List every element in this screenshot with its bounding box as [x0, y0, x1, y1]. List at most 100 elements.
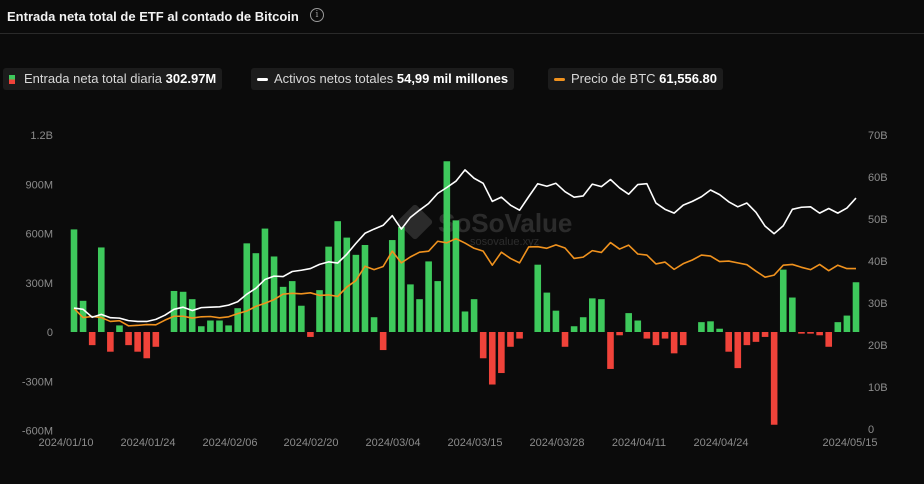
- x-tick-label: 2024/04/11: [612, 437, 666, 449]
- flow-bar: [479, 332, 487, 359]
- left-tick-label: 1.2B: [30, 130, 53, 142]
- x-tick-label: 2024/02/20: [283, 437, 338, 449]
- legend-value: 302.97M: [165, 71, 217, 86]
- flow-bar: [334, 221, 341, 332]
- legend-label: Precio de BTC: [571, 71, 656, 86]
- chart-title: Entrada neta total de ETF al contado de …: [7, 9, 299, 24]
- flow-bar: [807, 332, 814, 334]
- flow-bar: [188, 299, 196, 332]
- flow-bar: [170, 290, 178, 332]
- flow-bar: [307, 332, 314, 337]
- flow-bar: [579, 317, 587, 332]
- flow-bar: [97, 247, 105, 332]
- flow-bar: [743, 332, 751, 346]
- flow-bar: [616, 332, 623, 336]
- bar-swatch-icon: [9, 75, 15, 85]
- bar-series: [70, 161, 860, 425]
- flow-bar: [425, 261, 432, 332]
- flow-bar: [716, 328, 723, 332]
- right-axis: 70B 60B 50B 40B 30B 20B 10B 0: [868, 130, 888, 436]
- flow-bar: [361, 244, 369, 332]
- flow-bar: [343, 237, 351, 332]
- flow-bar: [279, 286, 287, 332]
- flow-bar: [207, 320, 214, 332]
- flow-bar: [679, 332, 687, 346]
- flow-bar: [234, 308, 241, 332]
- left-tick-label: 300M: [25, 278, 53, 290]
- flow-bar: [388, 240, 396, 332]
- flow-bar: [434, 281, 442, 332]
- legend-value: 54,99 mil millones: [396, 71, 509, 86]
- x-tick-label: 2024/04/24: [693, 437, 748, 449]
- x-tick-label: 2024/03/04: [365, 437, 420, 449]
- flow-bar: [134, 332, 141, 352]
- flow-bar: [498, 332, 505, 374]
- flow-bar: [843, 315, 851, 332]
- left-axis: 1.2B 900M 600M 300M 0 -300M -600M: [22, 130, 53, 438]
- flow-bar: [789, 297, 796, 332]
- flow-bar: [798, 332, 805, 334]
- left-tick-label: 600M: [25, 229, 53, 241]
- right-tick-label: 0: [868, 424, 874, 436]
- x-tick-label: 2024/01/24: [120, 437, 175, 449]
- legend-value: 61,556.80: [659, 71, 718, 86]
- x-tick-label: 2024/03/15: [447, 437, 502, 449]
- legend-item-daily-inflow[interactable]: Entrada neta total diaria 302.97M: [3, 68, 223, 90]
- flow-bar: [552, 310, 560, 332]
- line-swatch-icon: [257, 78, 268, 82]
- flow-bar: [643, 332, 651, 339]
- flow-bar: [179, 291, 187, 332]
- flow-bar: [816, 332, 823, 336]
- flow-bar: [225, 325, 232, 332]
- flow-bar: [825, 332, 833, 347]
- left-tick-label: -300M: [22, 376, 53, 388]
- flow-bar: [834, 322, 842, 332]
- total-assets-line: [73, 169, 857, 323]
- left-tick-label: 0: [47, 327, 53, 339]
- flow-bar: [516, 332, 523, 339]
- flow-bar: [416, 299, 423, 332]
- btc-price-line: [73, 237, 856, 327]
- flow-bar: [370, 317, 378, 332]
- chart-area[interactable]: SoSoValue sosovalue.xyz 1.2B 900M 600M 300M…: [0, 95, 924, 479]
- flow-bar: [625, 313, 632, 332]
- left-tick-label: -600M: [22, 426, 53, 438]
- flow-bar: [534, 264, 542, 332]
- x-axis: 2024/01/10 2024/01/24 2024/02/06 2024/02/20…: [38, 437, 877, 449]
- watermark-logo-icon: [397, 204, 433, 240]
- flow-bar: [270, 256, 278, 332]
- flow-bar: [116, 325, 123, 332]
- legend-label: Entrada neta total diaria: [24, 71, 163, 86]
- legend-item-total-assets[interactable]: Activos netos totales 54,99 mil millones: [251, 68, 515, 90]
- x-tick-label: 2024/01/10: [38, 437, 93, 449]
- x-tick-label: 2024/02/06: [202, 437, 257, 449]
- line-series: [73, 169, 857, 327]
- flow-bar: [761, 332, 769, 337]
- right-tick-label: 40B: [868, 256, 888, 268]
- flow-bar: [252, 253, 260, 332]
- info-icon[interactable]: i: [310, 8, 324, 22]
- x-tick-label: 2024/03/28: [529, 437, 584, 449]
- flow-bar: [70, 229, 78, 332]
- flow-bar: [661, 332, 669, 339]
- flow-bar: [379, 332, 387, 351]
- legend-item-btc-price[interactable]: Precio de BTC 61,556.80: [548, 68, 724, 90]
- left-tick-label: 900M: [25, 179, 53, 191]
- watermark-url: sosovalue.xyz: [470, 236, 539, 248]
- right-tick-label: 50B: [868, 214, 888, 226]
- flow-bar: [398, 226, 405, 332]
- flow-bar: [570, 326, 578, 332]
- watermark-brand: SoSoValue: [438, 208, 572, 238]
- flow-bar: [461, 311, 469, 332]
- flow-bar: [316, 290, 323, 332]
- right-tick-label: 10B: [868, 382, 888, 394]
- flow-bar: [607, 332, 614, 369]
- flow-bar: [452, 220, 460, 332]
- flow-bar: [770, 332, 778, 425]
- line-swatch-icon: [554, 78, 565, 82]
- etf-flow-chart[interactable]: SoSoValue sosovalue.xyz 1.2B 900M 600M 300M…: [0, 95, 924, 479]
- flow-bar: [561, 332, 569, 347]
- flow-bar: [325, 246, 332, 332]
- watermark: SoSoValue sosovalue.xyz: [397, 204, 572, 248]
- flow-bar: [198, 326, 205, 332]
